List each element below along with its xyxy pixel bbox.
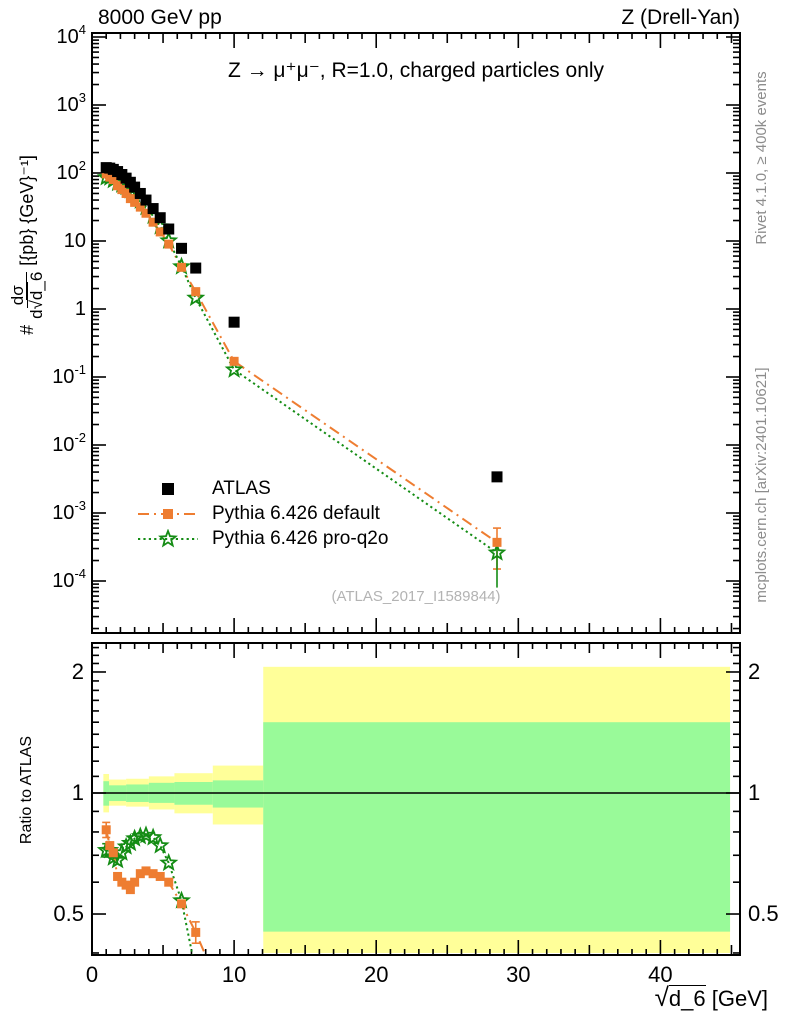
svg-text:1: 1 <box>748 780 760 805</box>
svg-text:10-2: 10-2 <box>52 430 86 456</box>
legend-item-pythia-proq2o: Pythia 6.426 pro-q2o <box>136 526 388 551</box>
x-axis-variable: d_6 <box>668 985 706 1011</box>
svg-text:1: 1 <box>72 780 84 805</box>
svg-text:103: 103 <box>57 90 86 116</box>
process-label: Z (Drell-Yan) <box>621 6 740 29</box>
pythia-default-marker-icon <box>138 508 198 519</box>
atlas-marker-icon <box>162 482 174 495</box>
svg-text:30: 30 <box>506 962 530 987</box>
svg-text:10-3: 10-3 <box>52 498 86 524</box>
svg-text:10-1: 10-1 <box>52 362 86 388</box>
y-axis-fraction: dσ d√d_6 <box>8 271 46 319</box>
x-axis-title: √d_6 [GeV] <box>655 982 768 1013</box>
ratio-axis-title: Ratio to ATLAS <box>18 735 35 845</box>
svg-text:1: 1 <box>75 298 86 320</box>
legend-item-pythia-default: Pythia 6.426 default <box>136 501 388 526</box>
svg-text:104: 104 <box>57 22 86 48</box>
y-axis-units: [{pb} {GeV}⁻¹] <box>16 155 37 266</box>
x-axis-units: [GeV] <box>711 986 768 1011</box>
legend: ATLAS Pythia 6.426 default Pythia 6.426 … <box>136 476 388 551</box>
pythia-proq2o-marker-icon <box>138 528 198 548</box>
svg-text:0.5: 0.5 <box>53 901 84 926</box>
legend-label: Pythia 6.426 pro-q2o <box>212 528 389 549</box>
analysis-watermark: (ATLAS_2017_I1589844) <box>331 588 501 605</box>
mcplots-reference-note: mcplots.cern.ch [arXiv:2401.10621] <box>753 367 770 603</box>
y-axis-title-prefix: # <box>16 324 37 335</box>
svg-text:102: 102 <box>57 158 86 184</box>
beam-energy-label: 8000 GeV pp <box>98 6 222 29</box>
y-axis-denominator: d√d_6 <box>25 271 46 319</box>
svg-text:2: 2 <box>72 659 84 684</box>
y-axis-numerator: dσ <box>8 282 28 309</box>
rivet-version-note: Rivet 4.1.0, ≥ 400k events <box>753 71 770 245</box>
legend-item-atlas: ATLAS <box>136 476 388 501</box>
svg-text:0.5: 0.5 <box>748 901 779 926</box>
y-axis-title: # dσ d√d_6 [{pb} {GeV}⁻¹] <box>4 75 50 415</box>
svg-text:40: 40 <box>648 962 672 987</box>
svg-text:10-4: 10-4 <box>52 566 86 592</box>
sqrt-symbol: √ <box>654 982 669 1012</box>
svg-text:20: 20 <box>364 962 388 987</box>
legend-label: ATLAS <box>212 478 271 499</box>
svg-text:2: 2 <box>748 659 760 684</box>
legend-label: Pythia 6.426 default <box>212 503 380 524</box>
svg-text:10: 10 <box>222 962 246 987</box>
svg-text:0: 0 <box>86 962 98 987</box>
plot-title: Z → μ⁺μ⁻, R=1.0, charged particles only <box>227 59 605 82</box>
svg-text:10: 10 <box>64 230 86 252</box>
